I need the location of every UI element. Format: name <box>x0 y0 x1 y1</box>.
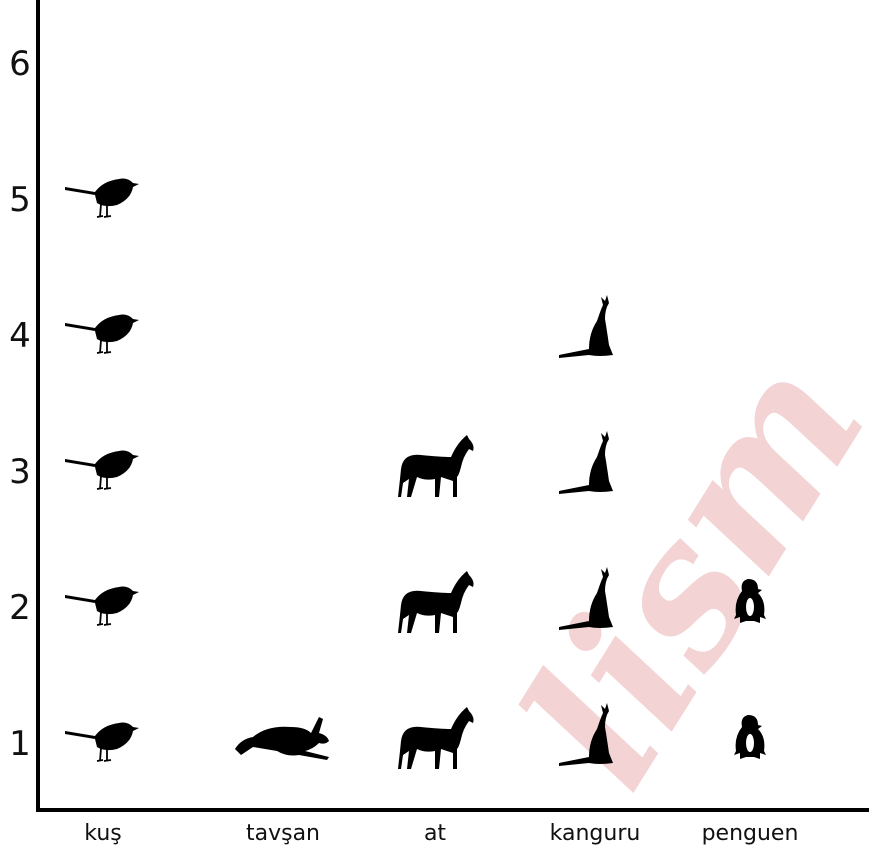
y-tick-label: 3 <box>9 452 31 492</box>
bird-icon <box>64 585 140 626</box>
horse-icon <box>398 707 474 769</box>
y-tick-label: 4 <box>9 316 31 356</box>
horse-icon <box>398 435 474 497</box>
bird-icon <box>64 177 140 218</box>
rabbit-icon <box>235 717 329 760</box>
kangaroo-icon <box>559 295 613 358</box>
y-tick-label: 6 <box>9 44 31 84</box>
penguin-icon <box>734 715 766 759</box>
horse-icon <box>398 571 474 633</box>
y-tick-label: 1 <box>9 724 31 764</box>
y-tick-label: 5 <box>9 180 31 220</box>
x-tick-label: kuş <box>84 821 121 846</box>
bird-icon <box>64 313 140 354</box>
x-tick-label: penguen <box>702 821 799 846</box>
y-tick-label: 2 <box>9 588 31 628</box>
bird-icon <box>64 721 140 762</box>
x-tick-label: kanguru <box>550 821 641 846</box>
x-tick-label: at <box>424 821 446 846</box>
bird-icon <box>64 449 140 490</box>
watermark: lism <box>479 321 869 823</box>
kangaroo-icon <box>559 431 613 494</box>
x-tick-label: tavşan <box>246 821 320 846</box>
svg-text:lism: lism <box>479 321 869 823</box>
axes <box>36 0 869 812</box>
